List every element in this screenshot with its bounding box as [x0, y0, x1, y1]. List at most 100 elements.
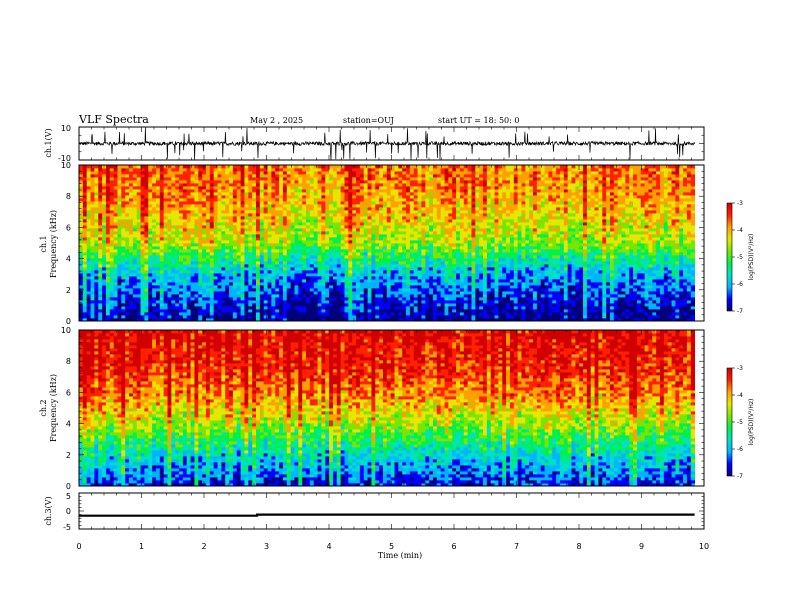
spectrogram-cell — [117, 306, 122, 310]
spectrogram-cell — [217, 240, 222, 244]
spectrogram-cell — [202, 234, 207, 238]
spectrogram-cell — [136, 312, 141, 316]
spectrogram-cell — [279, 252, 284, 256]
spectrogram-cell — [340, 258, 345, 262]
spectrogram-cell — [517, 291, 522, 295]
spectrogram-cell — [321, 315, 326, 319]
spectrogram-cell — [525, 270, 530, 274]
spectrogram-cell — [302, 309, 307, 313]
spectrogram-cell — [240, 291, 245, 295]
spectrogram-cell — [556, 237, 561, 241]
spectrogram-cell — [152, 246, 157, 250]
spectrogram-cell — [321, 279, 326, 283]
spectrogram-cell — [332, 249, 338, 253]
spectrogram-cell — [282, 276, 288, 280]
spectrogram-cell — [563, 285, 569, 289]
spectrogram-cell — [586, 237, 592, 241]
spectrogram-cell — [136, 294, 141, 298]
spectrogram-cell — [205, 282, 211, 286]
spectrogram-cell — [390, 297, 395, 301]
spectrogram-cell — [606, 252, 611, 256]
spectrogram-cell — [409, 273, 415, 277]
spectrogram-cell — [244, 306, 249, 310]
spectrogram-cell — [586, 246, 592, 250]
spectrogram-cell — [105, 237, 111, 241]
spectrogram-cell — [94, 318, 99, 322]
spectrogram-cell — [533, 282, 538, 286]
spectrogram-cell — [175, 267, 180, 271]
spectrogram-cell — [359, 240, 365, 244]
spectrogram-cell — [606, 291, 611, 295]
spectrogram-cell — [667, 231, 672, 235]
spectrogram-cell — [202, 291, 207, 295]
spectrogram-cell — [359, 282, 365, 286]
spectrogram-cell — [132, 255, 138, 259]
spectrogram-cell — [379, 288, 384, 292]
spectrogram-cell — [298, 267, 303, 271]
spectrogram-cell — [336, 267, 342, 271]
spectrogram-cell — [406, 300, 411, 304]
spectrogram-cell — [86, 237, 91, 241]
spectrogram-cell — [548, 291, 553, 295]
spectrogram-cell — [509, 255, 515, 259]
spectrogram-cell — [506, 264, 511, 268]
spectrogram-cell — [506, 273, 511, 277]
spectrogram-cell — [509, 261, 515, 265]
spectrogram-cell — [394, 261, 399, 265]
spectrogram-cell — [652, 285, 657, 289]
spectrogram-cell — [367, 243, 372, 247]
spectrogram-cell — [105, 264, 111, 268]
spectrogram-cell — [625, 294, 630, 298]
spectrogram-cell — [686, 300, 692, 304]
spectrogram-cell — [198, 267, 203, 271]
spectrogram-cell — [229, 234, 234, 238]
spectrogram-cell — [336, 249, 342, 253]
spectrogram-cell — [179, 303, 184, 307]
spectrogram-cell — [629, 246, 634, 250]
spectrogram-cell — [429, 300, 434, 304]
spectrogram-cell — [286, 291, 292, 295]
spectrogram-cell — [398, 261, 403, 265]
spectrogram-cell — [552, 234, 557, 238]
spectrogram-cell — [255, 297, 261, 301]
spectrogram-cell — [82, 237, 88, 241]
spectrogram-cell — [686, 306, 692, 310]
spectrogram-cell — [652, 270, 657, 274]
spectrogram-cell — [390, 282, 395, 286]
spectrogram-cell — [509, 264, 515, 268]
spectrogram-cell — [413, 300, 418, 304]
spectrogram-cell — [98, 318, 103, 322]
spectrogram-cell — [282, 264, 288, 268]
spectrogram-cell — [290, 297, 295, 301]
spectrogram-cell — [640, 285, 646, 289]
spectrogram-cell — [232, 267, 238, 271]
spectrogram-cell — [502, 291, 507, 295]
spectrogram-cell — [225, 300, 230, 304]
spectrogram-cell — [309, 306, 315, 310]
spectrogram-cell — [609, 243, 615, 247]
spectrogram-cell — [390, 294, 395, 298]
spectrogram-cell — [636, 279, 642, 283]
spectrogram-cell — [282, 297, 288, 301]
spectrogram-cell — [690, 312, 696, 316]
spectrogram-cell — [152, 231, 157, 235]
spectrogram-cell — [586, 285, 592, 289]
spectrogram-cell — [167, 237, 172, 241]
spectrogram-cell — [417, 249, 422, 253]
spectrogram-cell — [109, 276, 115, 280]
spectrogram-cell — [144, 252, 149, 256]
spectrogram-cell — [132, 243, 138, 247]
spectrogram-cell — [198, 294, 203, 298]
spectrogram-cell — [486, 258, 492, 262]
spectrogram-cell — [363, 279, 368, 283]
spectrogram-cell — [563, 264, 569, 268]
spectrogram-cell — [452, 300, 457, 304]
spectrogram-cell — [225, 273, 230, 277]
spectrogram-cell — [356, 297, 361, 301]
spectrogram-cell — [82, 288, 88, 292]
spectrogram-cell — [352, 297, 357, 301]
spectrogram-cell — [159, 231, 165, 235]
spectrogram-cell — [406, 261, 411, 265]
spectrogram-cell — [494, 267, 499, 271]
spectrogram-cell — [602, 291, 607, 295]
